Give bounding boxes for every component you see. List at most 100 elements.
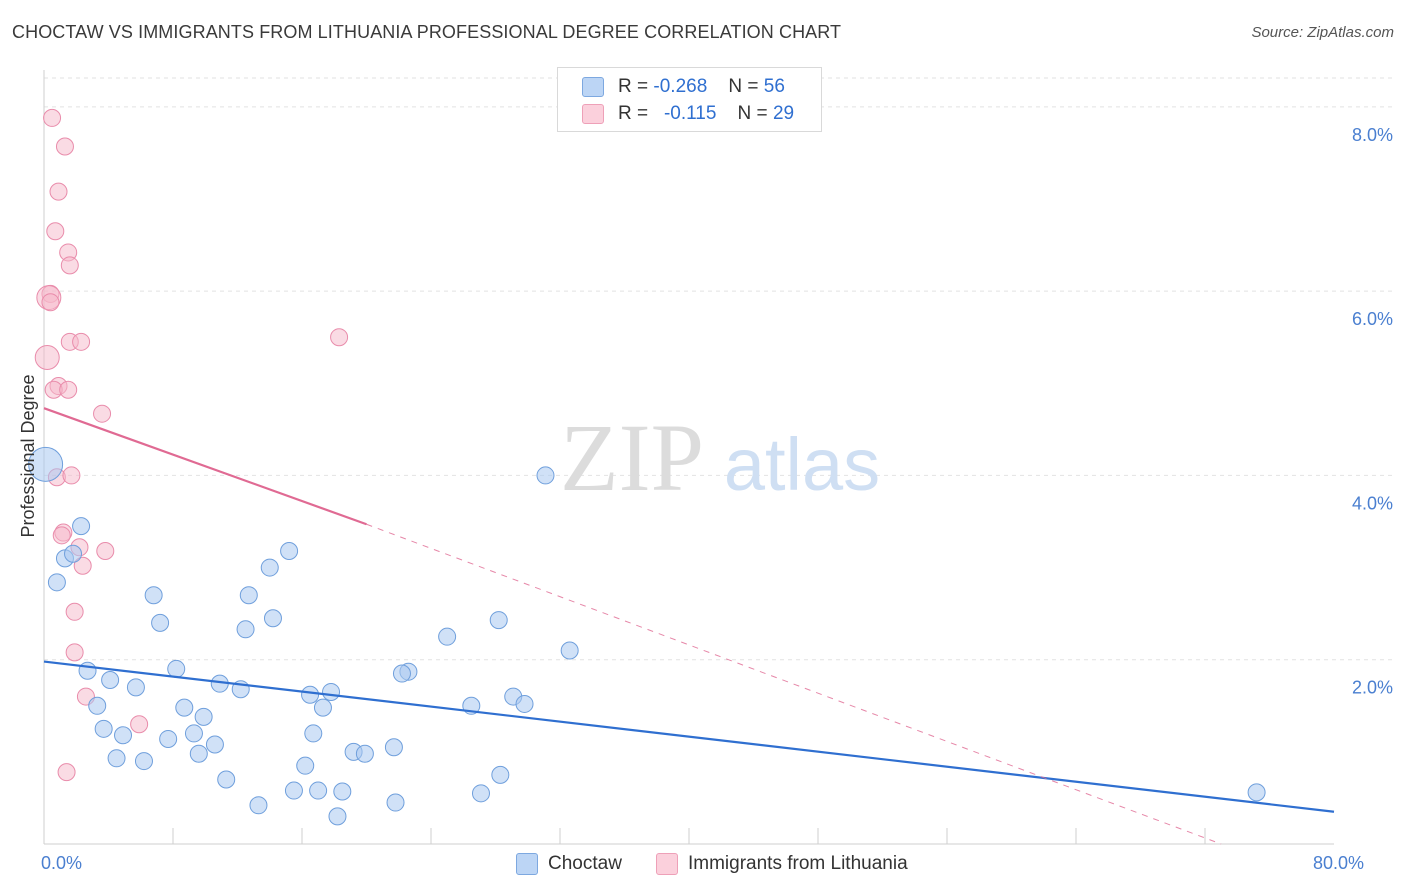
lithuania-point	[65, 602, 84, 621]
legend-n-value: 56	[763, 76, 785, 97]
choctaw-point	[260, 558, 279, 577]
choctaw-point	[489, 611, 508, 630]
choctaw-point	[101, 670, 120, 689]
choctaw-point	[301, 685, 320, 704]
choctaw-point	[313, 698, 332, 717]
y-tick-label: 6.0%	[1352, 309, 1393, 329]
choctaw-point	[491, 765, 510, 784]
choctaw-point	[515, 694, 534, 713]
choctaw-point	[144, 586, 163, 605]
lithuania-point	[52, 526, 71, 545]
choctaw-point	[239, 586, 258, 605]
watermark-atlas: atlas	[724, 423, 880, 506]
choctaw-point	[536, 466, 555, 485]
y-tick-label: 8.0%	[1352, 125, 1393, 145]
lithuania-point	[46, 222, 65, 241]
legend-n-value: 29	[772, 103, 795, 124]
watermark: ZIP atlas	[560, 404, 880, 511]
choctaw-point	[471, 784, 490, 803]
choctaw-point	[560, 641, 579, 660]
choctaw-point	[284, 781, 303, 800]
legend-item-lithuania: Immigrants from Lithuania	[656, 852, 908, 878]
series-lithuania-points	[34, 108, 349, 782]
x-tick-label: 0.0%	[41, 853, 82, 873]
lithuania-point	[72, 332, 91, 351]
legend-row-lithuania: R = -0.115 N = 29	[582, 102, 794, 126]
choctaw-point	[205, 735, 224, 754]
choctaw-point	[322, 682, 341, 701]
choctaw-point	[151, 613, 170, 632]
y-tick-label: 4.0%	[1352, 493, 1393, 513]
legend-swatch-lithuania	[582, 103, 604, 124]
choctaw-point	[72, 517, 91, 536]
legend-item-choctaw: Choctaw	[516, 852, 622, 878]
x-tick-label: 80.0%	[1313, 853, 1364, 873]
choctaw-point	[217, 770, 236, 789]
choctaw-point	[333, 782, 352, 801]
choctaw-point	[309, 781, 328, 800]
choctaw-point	[159, 729, 178, 748]
lithuania-point	[59, 380, 78, 399]
choctaw-point	[328, 807, 347, 826]
choctaw-point	[184, 724, 203, 743]
choctaw-point	[304, 724, 323, 743]
choctaw-point	[280, 541, 299, 560]
lithuania-point	[41, 293, 60, 312]
correlation-legend: R = -0.268 N = 56 R = -0.115 N = 29	[557, 67, 822, 132]
choctaw-point	[78, 661, 97, 680]
chart-title: CHOCTAW VS IMMIGRANTS FROM LITHUANIA PRO…	[12, 22, 842, 42]
legend-swatch-lithuania	[656, 852, 678, 875]
lithuania-point	[57, 763, 76, 782]
legend-swatch-choctaw	[582, 76, 604, 97]
choctaw-point	[194, 707, 213, 726]
choctaw-point	[355, 744, 374, 763]
choctaw-point	[236, 620, 255, 639]
lithuania-point	[130, 715, 149, 734]
legend-swatch-choctaw	[516, 852, 538, 875]
lithuania-trend-line	[43, 407, 367, 526]
legend-row-choctaw: R = -0.268 N = 56	[582, 75, 785, 99]
series-choctaw-points	[28, 446, 1266, 826]
choctaw-point	[134, 752, 153, 771]
lithuania-point	[34, 344, 60, 370]
choctaw-point	[167, 659, 186, 678]
choctaw-point	[438, 627, 457, 646]
legend-r-value: -0.268	[653, 76, 708, 97]
choctaw-point	[94, 719, 113, 738]
lithuania-trend-extension	[366, 523, 1222, 845]
choctaw-point	[47, 573, 66, 592]
choctaw-point	[296, 756, 315, 775]
choctaw-point	[114, 726, 133, 745]
choctaw-point	[126, 678, 145, 697]
lithuania-point	[55, 137, 74, 156]
choctaw-point	[386, 793, 405, 812]
legend-n-label: N =	[728, 76, 759, 97]
tick-labels: 2.0% 4.0% 6.0% 8.0% 0.0% 80.0%	[41, 125, 1393, 873]
lithuania-point	[73, 556, 92, 575]
source-label: Source: ZipAtlas.com	[1251, 24, 1394, 41]
choctaw-point	[384, 738, 403, 757]
choctaw-point	[28, 446, 64, 482]
legend-r-label: R =	[618, 76, 649, 97]
lithuania-point	[330, 328, 349, 347]
choctaw-point	[64, 544, 83, 563]
lithuania-point	[43, 108, 62, 127]
choctaw-point	[263, 609, 282, 628]
lithuania-point	[93, 404, 112, 423]
series-legend: Choctaw Immigrants from Lithuania	[0, 852, 1406, 878]
y-tick-label: 2.0%	[1352, 678, 1393, 698]
choctaw-point	[88, 696, 107, 715]
choctaw-trend-line	[43, 660, 1335, 813]
legend-r-label: R =	[618, 103, 649, 124]
legend-r-value: -0.115	[663, 103, 717, 124]
choctaw-point	[249, 796, 268, 815]
choctaw-point	[107, 749, 126, 768]
lithuania-point	[62, 466, 81, 485]
choctaw-point	[392, 664, 411, 683]
legend-label-lithuania: Immigrants from Lithuania	[688, 853, 908, 874]
lithuania-point	[65, 643, 84, 662]
choctaw-point	[189, 744, 208, 763]
trend-lines	[43, 407, 1335, 845]
choctaw-point	[175, 698, 194, 717]
